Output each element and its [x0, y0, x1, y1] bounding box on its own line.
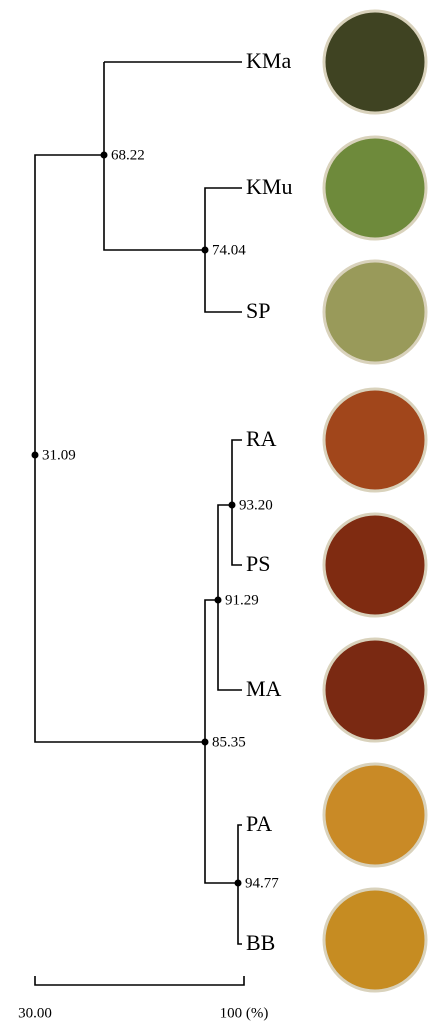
scale-label: 100 (%) — [220, 1005, 269, 1021]
leaf-label: PA — [246, 811, 272, 836]
dendrogram: 68.22 74.04 31.09 93.20 91.29 85.35 94.7… — [0, 0, 429, 1028]
node-label: 94.77 — [245, 875, 279, 891]
leaf-label: SP — [246, 298, 270, 323]
node-dot — [229, 502, 236, 509]
sample-swatch — [324, 639, 426, 741]
sample-swatch — [324, 137, 426, 239]
leaf-label: KMu — [246, 174, 292, 199]
scale-line — [35, 976, 244, 985]
node-dot — [101, 152, 108, 159]
leaf-label: KMa — [246, 48, 291, 73]
leaf-label: PS — [246, 551, 270, 576]
swatches — [324, 11, 426, 991]
sample-swatch — [324, 764, 426, 866]
node-dot — [235, 880, 242, 887]
node-label: 31.09 — [42, 447, 76, 463]
node-dot — [32, 452, 39, 459]
node-label: 85.35 — [212, 734, 246, 750]
sample-swatch — [324, 11, 426, 113]
node-dot — [202, 739, 209, 746]
sample-swatch — [324, 389, 426, 491]
node-label: 91.29 — [225, 592, 259, 608]
leaf-label: RA — [246, 426, 277, 451]
node-dot — [202, 247, 209, 254]
node-label: 68.22 — [111, 147, 145, 163]
node-label: 74.04 — [212, 242, 246, 258]
node-dot — [215, 597, 222, 604]
node-dots — [32, 152, 242, 887]
node-label: 93.20 — [239, 497, 273, 513]
sample-swatch — [324, 514, 426, 616]
node-labels: 68.22 74.04 31.09 93.20 91.29 85.35 94.7… — [42, 147, 279, 891]
leaf-label: MA — [246, 676, 282, 701]
sample-swatch — [324, 261, 426, 363]
sample-swatch — [324, 889, 426, 991]
branches — [35, 62, 242, 944]
leaf-label: BB — [246, 930, 275, 955]
scale-bar: 30.00 100 (%) — [18, 976, 268, 1021]
scale-label: 30.00 — [18, 1005, 52, 1021]
